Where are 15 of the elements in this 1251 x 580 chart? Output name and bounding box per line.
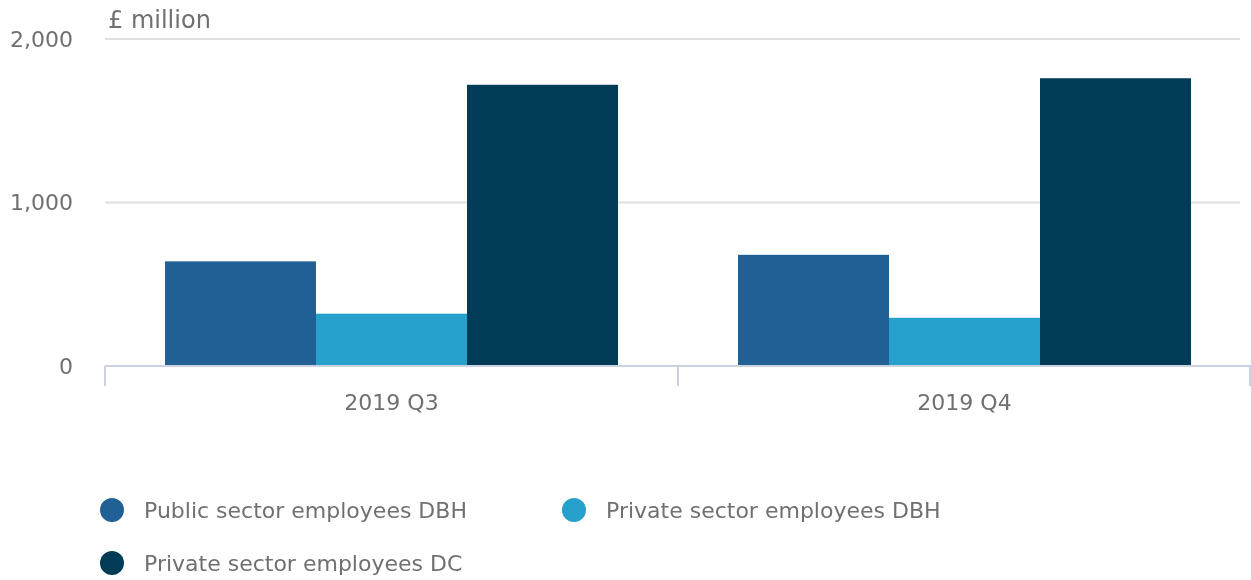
bar xyxy=(316,313,467,366)
y-tick-label: 0 xyxy=(59,353,73,379)
x-tick-label: 2019 Q3 xyxy=(344,389,439,415)
y-axis-title: £ million xyxy=(108,6,211,35)
y-tick-label: 1,000 xyxy=(10,190,73,216)
bar xyxy=(1040,78,1191,366)
x-tick-label: 2019 Q4 xyxy=(917,389,1012,415)
legend-label: Public sector employees DBH xyxy=(144,497,467,523)
legend-label: Private sector employees DBH xyxy=(606,497,941,523)
bar xyxy=(889,317,1040,366)
y-tick-label: 2,000 xyxy=(10,26,73,52)
bar xyxy=(467,84,618,366)
legend-label: Private sector employees DC xyxy=(144,550,463,576)
bar xyxy=(738,254,889,366)
bar xyxy=(165,261,316,366)
